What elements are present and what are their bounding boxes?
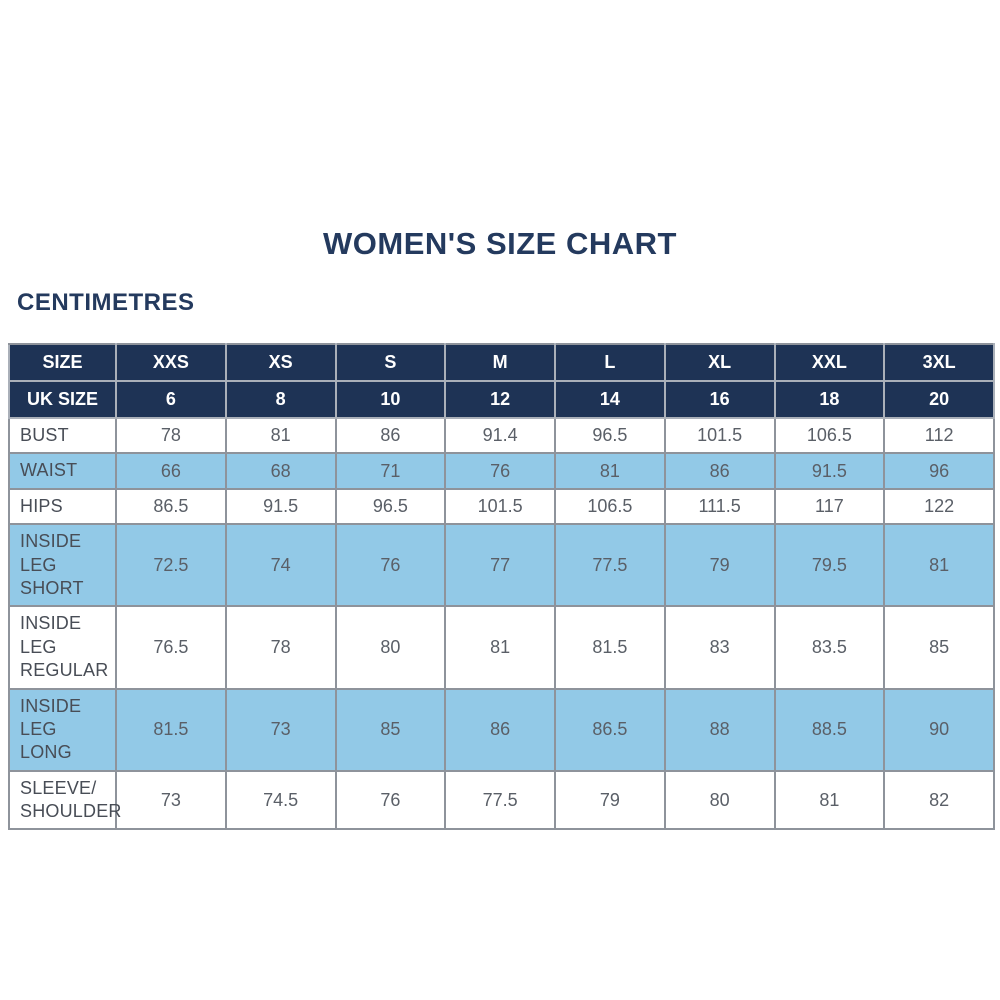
measurement-cell: 81.5 <box>554 605 666 690</box>
measurement-cell: 73 <box>224 687 337 772</box>
size-header-cell: S <box>334 343 447 382</box>
measurement-cell: 73 <box>115 769 227 831</box>
measurement-cell: 96.5 <box>554 416 666 455</box>
measurement-cell: 74 <box>224 523 337 608</box>
row-label: INSIDE LEG SHORT <box>8 523 117 608</box>
size-header-cell: L <box>554 343 666 382</box>
size-header-cell: XXS <box>115 343 227 382</box>
measurement-cell: 88 <box>663 687 776 772</box>
measurement-cell: 81 <box>554 452 666 490</box>
table-row: HIPS 86.5 91.5 96.5 101.5 106.5 111.5 117 122 <box>8 487 995 526</box>
measurement-cell: 86.5 <box>554 687 666 772</box>
measurement-cell: 117 <box>773 487 886 526</box>
measurement-cell: 82 <box>883 769 995 831</box>
measurement-cell: 83.5 <box>773 605 886 690</box>
measurement-cell: 101.5 <box>663 416 776 455</box>
units-heading: CENTIMETRES <box>17 289 195 316</box>
measurement-cell: 122 <box>883 487 995 526</box>
measurement-cell: 106.5 <box>773 416 886 455</box>
measurement-cell: 91.5 <box>773 452 886 490</box>
page-title: WOMEN'S SIZE CHART <box>323 226 677 261</box>
measurement-cell: 81 <box>224 416 337 455</box>
measurement-cell: 91.4 <box>444 416 556 455</box>
size-header-cell: 3XL <box>883 343 995 382</box>
row-label: WAIST <box>8 452 117 490</box>
table-row: WAIST 66 68 71 76 81 86 91.5 96 <box>8 452 995 490</box>
size-header-cell: 8 <box>224 380 337 419</box>
measurement-cell: 79 <box>554 769 666 831</box>
table-row: INSIDE LEG SHORT 72.5 74 76 77 77.5 79 79.5 81 <box>8 523 995 608</box>
row-label: HIPS <box>8 487 117 526</box>
size-header-cell: XXL <box>773 343 886 382</box>
measurement-cell: 112 <box>883 416 995 455</box>
row-label: INSIDE LEG REGULAR <box>8 605 117 690</box>
measurement-cell: 83 <box>663 605 776 690</box>
measurement-cell: 80 <box>663 769 776 831</box>
uk-size-header-row: UK SIZE 6 8 10 12 14 16 18 20 <box>8 380 995 419</box>
measurement-cell: 81 <box>444 605 556 690</box>
size-header-cell: XS <box>224 343 337 382</box>
table-row: INSIDE LEG REGULAR 76.5 78 80 81 81.5 83 83.5 85 <box>8 605 995 690</box>
table-header: SIZE XXS XS S M L XL XXL 3XL UK SIZE 6 8 10 12 14 16 18… <box>8 343 995 419</box>
measurement-cell: 86 <box>444 687 556 772</box>
measurement-cell: 86 <box>334 416 447 455</box>
measurement-cell: 74.5 <box>224 769 337 831</box>
row-label: BUST <box>8 416 117 455</box>
measurement-cell: 76 <box>334 523 447 608</box>
measurement-cell: 81.5 <box>115 687 227 772</box>
measurement-cell: 76.5 <box>115 605 227 690</box>
table-row: SLEEVE/ SHOULDER 73 74.5 76 77.5 79 80 81 82 <box>8 769 995 831</box>
measurement-cell: 78 <box>115 416 227 455</box>
size-chart-table: SIZE XXS XS S M L XL XXL 3XL UK SIZE 6 8 10 12 14 16 18… <box>8 343 995 831</box>
size-header-cell: M <box>444 343 556 382</box>
measurement-cell: 85 <box>883 605 995 690</box>
measurement-cell: 90 <box>883 687 995 772</box>
measurement-cell: 85 <box>334 687 447 772</box>
measurement-cell: 111.5 <box>663 487 776 526</box>
measurement-cell: 80 <box>334 605 447 690</box>
size-header-cell: 20 <box>883 380 995 419</box>
measurement-cell: 86 <box>663 452 776 490</box>
measurement-cell: 77.5 <box>444 769 556 831</box>
size-header-cell: XL <box>663 343 776 382</box>
table-row: INSIDE LEG LONG 81.5 73 85 86 86.5 88 88.5 90 <box>8 687 995 772</box>
measurement-cell: 81 <box>773 769 886 831</box>
size-header-cell: 14 <box>554 380 666 419</box>
measurement-cell: 96 <box>883 452 995 490</box>
measurement-cell: 79 <box>663 523 776 608</box>
measurement-cell: 68 <box>224 452 337 490</box>
measurement-cell: 81 <box>883 523 995 608</box>
measurement-cell: 91.5 <box>224 487 337 526</box>
measurement-cell: 79.5 <box>773 523 886 608</box>
measurement-cell: 66 <box>115 452 227 490</box>
size-header-cell: 18 <box>773 380 886 419</box>
measurement-cell: 86.5 <box>115 487 227 526</box>
row-label: SLEEVE/ SHOULDER <box>8 769 121 831</box>
header-row-label: UK SIZE <box>8 380 117 419</box>
size-header-cell: 12 <box>444 380 556 419</box>
measurement-cell: 77 <box>444 523 556 608</box>
measurement-cell: 77.5 <box>554 523 666 608</box>
table-row: BUST 78 81 86 91.4 96.5 101.5 106.5 112 <box>8 416 995 455</box>
table-body: BUST 78 81 86 91.4 96.5 101.5 106.5 112 WAIST 66 68… <box>8 416 995 831</box>
measurement-cell: 72.5 <box>115 523 227 608</box>
measurement-cell: 78 <box>224 605 337 690</box>
measurement-cell: 76 <box>444 452 556 490</box>
measurement-cell: 101.5 <box>444 487 556 526</box>
measurement-cell: 96.5 <box>334 487 447 526</box>
size-header-cell: 6 <box>115 380 227 419</box>
row-label: INSIDE LEG LONG <box>8 687 117 772</box>
size-header-cell: 16 <box>663 380 776 419</box>
size-header-cell: 10 <box>334 380 447 419</box>
measurement-cell: 88.5 <box>773 687 886 772</box>
measurement-cell: 106.5 <box>554 487 666 526</box>
measurement-cell: 71 <box>334 452 447 490</box>
measurement-cell: 76 <box>334 769 447 831</box>
header-row-label: SIZE <box>8 343 117 382</box>
size-header-row: SIZE XXS XS S M L XL XXL 3XL <box>8 343 995 382</box>
